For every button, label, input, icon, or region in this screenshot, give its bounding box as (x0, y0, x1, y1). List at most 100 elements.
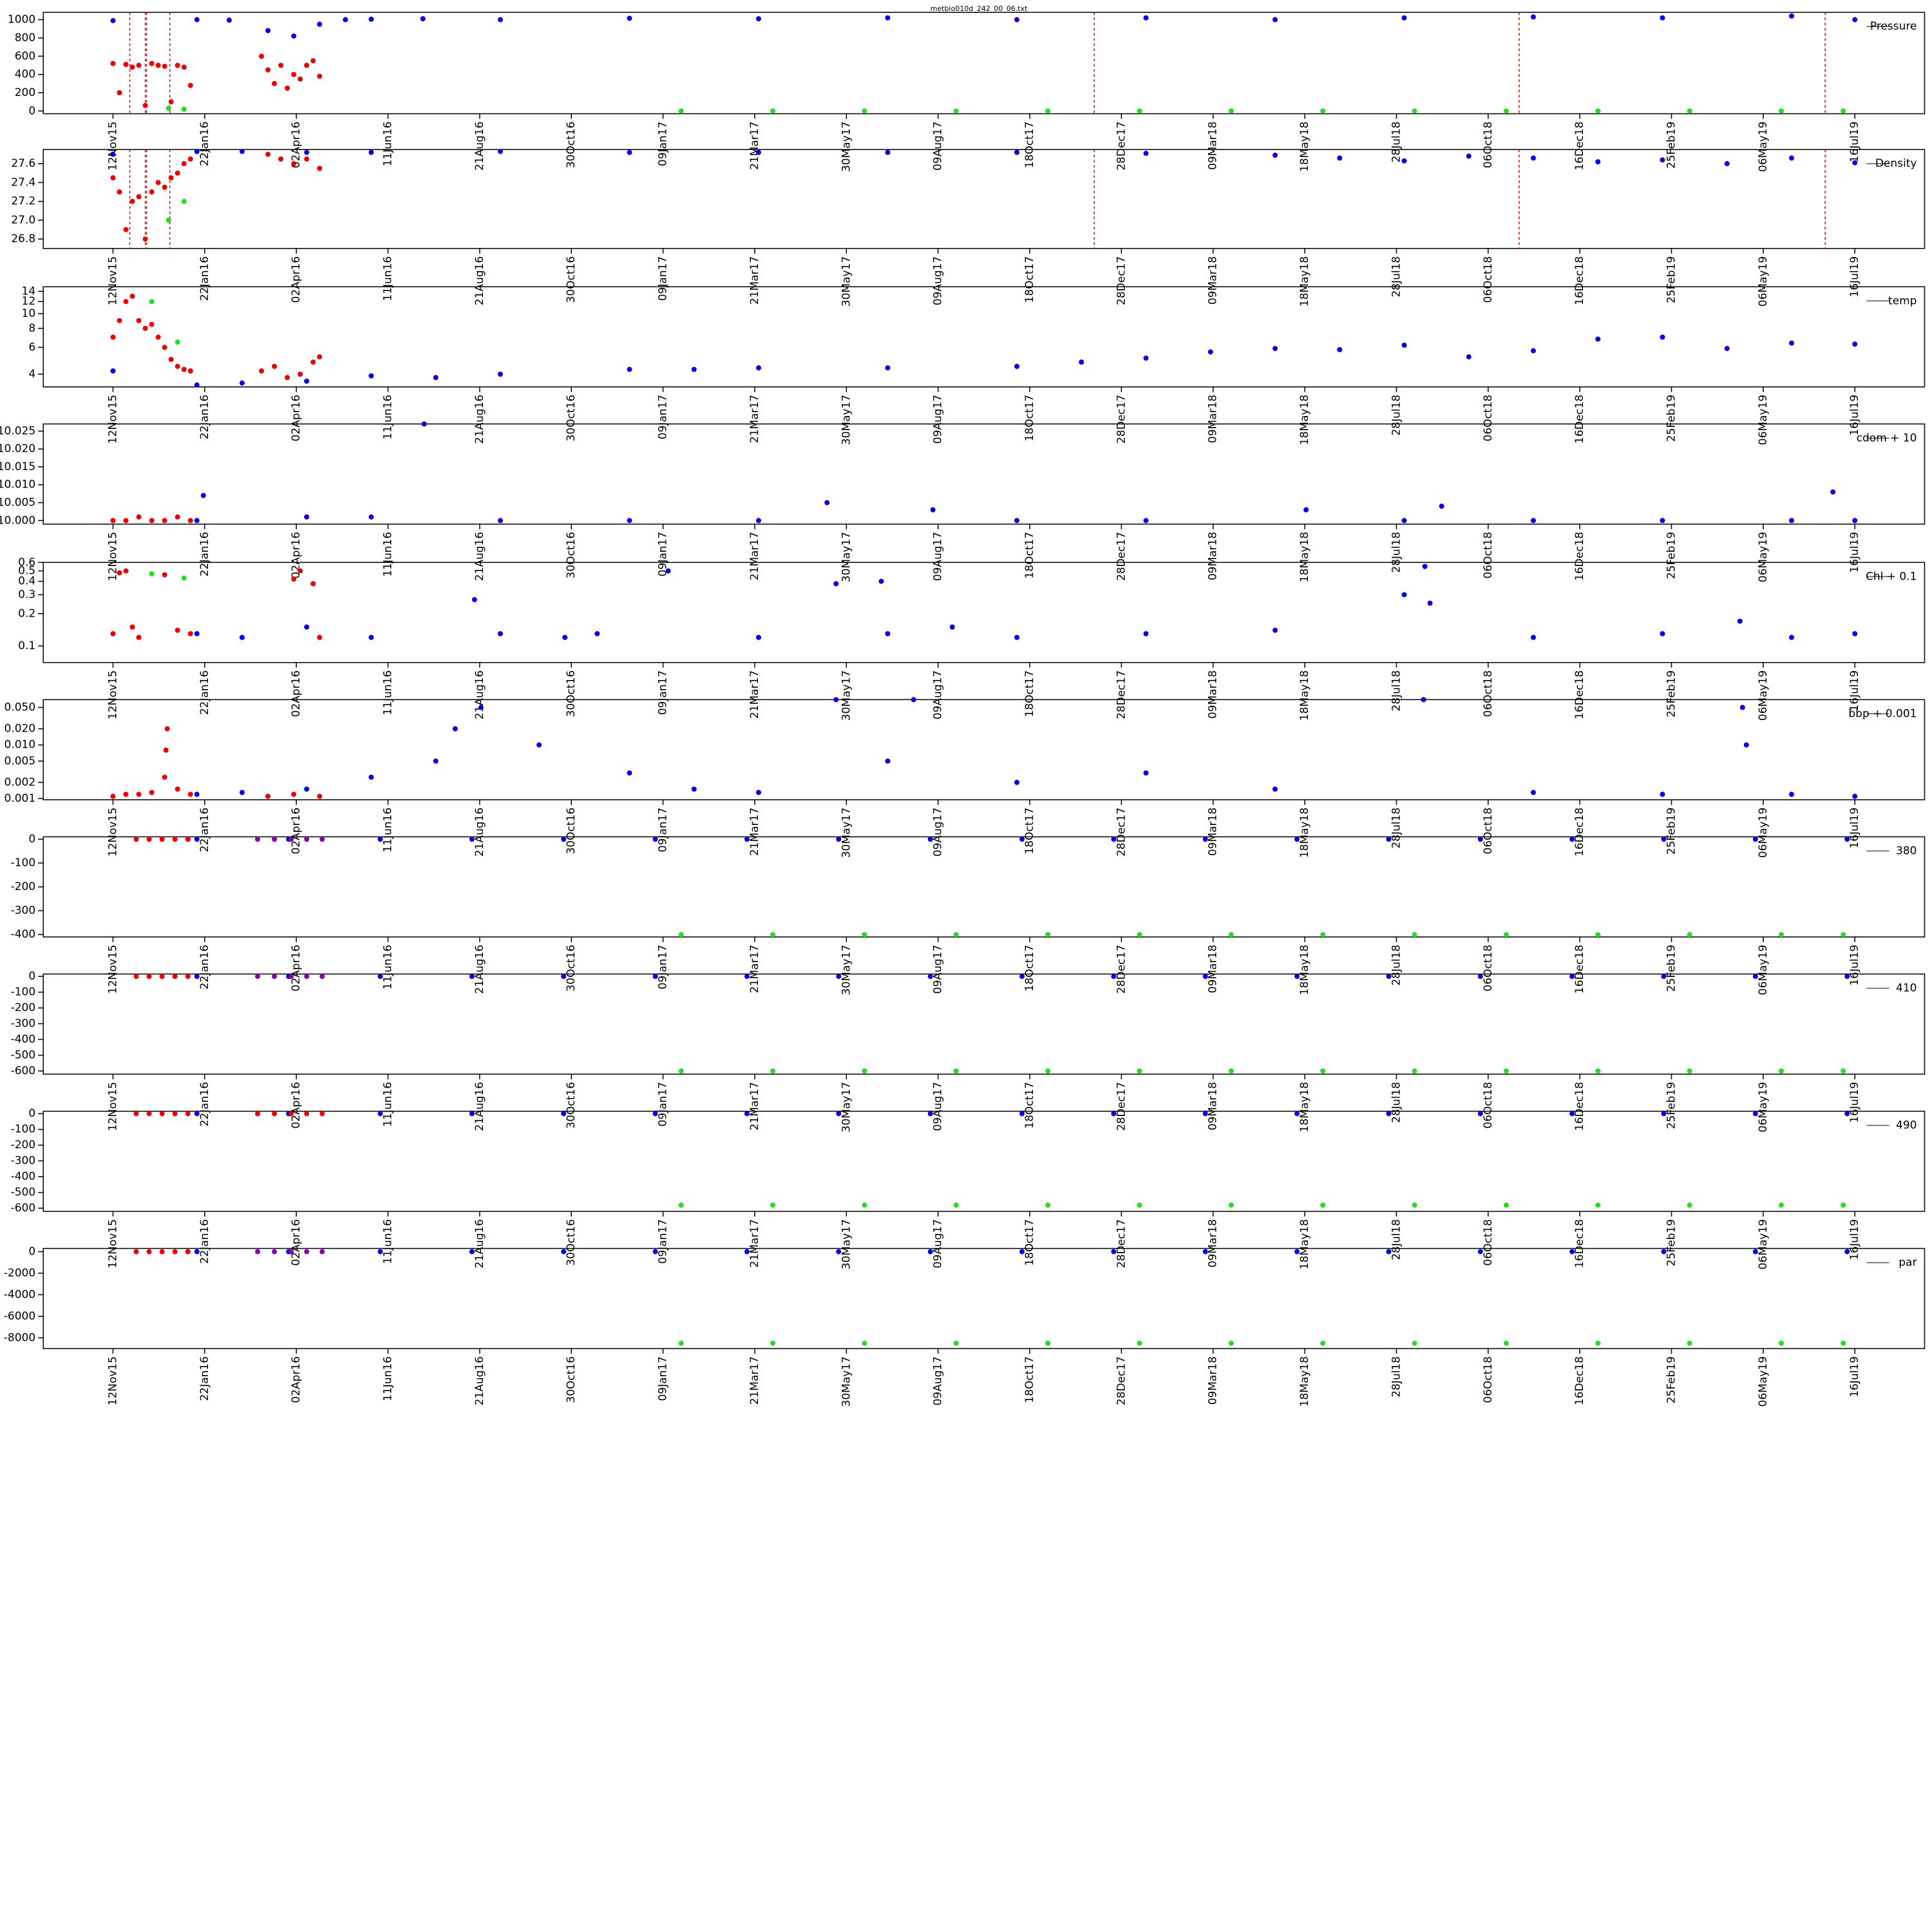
legend-label: 490 (1896, 1119, 1917, 1132)
data-point (1752, 1111, 1758, 1117)
y-tick-label: 0 (28, 970, 35, 983)
x-tick-label: 25Feb19 (1665, 945, 1678, 992)
data-point (1503, 108, 1509, 114)
data-point (146, 1111, 152, 1117)
x-tick-label: 21Mar17 (748, 256, 761, 305)
data-point (291, 33, 297, 39)
data-point (497, 149, 503, 155)
data-point (678, 1202, 684, 1208)
x-tick-label: 30May17 (840, 122, 853, 172)
x-tick-label: 09Aug17 (932, 256, 945, 305)
x-tick-label: 25Feb19 (1665, 532, 1678, 579)
data-point (319, 837, 325, 842)
data-point (1477, 1249, 1483, 1255)
data-point (272, 974, 278, 980)
data-point (1687, 932, 1692, 938)
x-tick-label: 25Feb19 (1665, 1219, 1678, 1266)
y-tick-label: -6000 (4, 1310, 35, 1323)
y-tick-label: 8 (28, 322, 35, 335)
data-point (836, 974, 842, 980)
data-point (272, 80, 278, 86)
x-tick-label: 25Feb19 (1665, 122, 1678, 169)
x-tick-label: 21Mar17 (748, 670, 761, 719)
data-point (377, 974, 383, 980)
x-tick-label: 30Oct16 (565, 1219, 578, 1266)
x-tick-label: 22Jan16 (198, 670, 211, 715)
x-tick-label: 09Mar18 (1207, 122, 1220, 170)
x-tick-label: 18May18 (1298, 1082, 1311, 1132)
data-point (133, 837, 139, 842)
x-tick-label: 16Jul19 (1848, 808, 1861, 849)
data-point (319, 974, 325, 980)
y-tick-label: -300 (11, 1155, 36, 1168)
data-point (1841, 1068, 1846, 1074)
y-tick-label: 0.050 (5, 701, 36, 714)
y-tick-label: 0.6 (18, 556, 35, 569)
y-tick-label: 0.010 (5, 739, 36, 752)
x-tick-label: 06Oct18 (1482, 395, 1495, 442)
y-tick-label: -8000 (4, 1331, 35, 1344)
x-tick-label: 09Mar18 (1207, 945, 1220, 993)
x-tick-label: 18May18 (1298, 395, 1311, 445)
data-point (317, 166, 323, 171)
data-point (1079, 359, 1084, 365)
data-point (1386, 974, 1392, 980)
data-point (1661, 1249, 1667, 1255)
data-point (469, 974, 475, 980)
x-tick-label: 16Dec18 (1573, 1082, 1586, 1131)
x-tick-label: 16Jul19 (1848, 670, 1861, 712)
x-tick-label: 16Jul19 (1848, 1082, 1861, 1123)
data-point (594, 630, 600, 636)
data-point (1045, 108, 1051, 114)
data-point (239, 149, 245, 155)
x-tick-label: 21Mar17 (748, 945, 761, 993)
x-tick-label: 28Dec17 (1115, 122, 1128, 171)
x-tick-label: 06May19 (1757, 1356, 1770, 1406)
data-point (194, 518, 200, 524)
data-point (343, 17, 348, 23)
data-point (291, 576, 297, 582)
data-point (175, 514, 180, 520)
data-point (1477, 1111, 1483, 1117)
data-point (368, 514, 374, 520)
data-point (452, 726, 458, 732)
data-point (1739, 705, 1745, 710)
x-tick-label: 11Jun16 (382, 808, 395, 853)
data-point (133, 1111, 139, 1117)
x-tick-label: 16Dec18 (1573, 808, 1586, 857)
data-point (1294, 837, 1300, 842)
data-point (1595, 1068, 1601, 1074)
data-point (1595, 108, 1601, 114)
data-point (181, 64, 187, 70)
data-point (255, 974, 261, 980)
data-point (168, 175, 174, 181)
data-point (146, 837, 152, 842)
x-tick-label: 30May17 (840, 670, 853, 721)
x-tick-label: 18Oct17 (1023, 532, 1036, 579)
data-point (1477, 837, 1483, 842)
data-point (1778, 932, 1784, 938)
data-point (1014, 779, 1019, 785)
x-tick-label: 28Jul18 (1390, 808, 1403, 849)
data-point (1228, 108, 1234, 114)
data-point (744, 837, 750, 842)
data-point (953, 1202, 959, 1208)
x-tick-label: 09Mar18 (1207, 1082, 1220, 1130)
data-point (885, 365, 891, 371)
data-point (185, 974, 191, 980)
x-tick-label: 02Apr16 (290, 122, 303, 169)
data-point (172, 837, 178, 842)
x-tick-label: 09Aug17 (932, 122, 945, 171)
x-tick-label: 28Dec17 (1115, 670, 1128, 719)
x-tick-label: 28Dec17 (1115, 395, 1128, 444)
data-point (1320, 108, 1326, 114)
data-point (1137, 932, 1142, 938)
x-tick-label: 12Nov15 (106, 1356, 119, 1405)
data-point (123, 227, 129, 232)
data-point (187, 791, 193, 797)
data-point (110, 175, 116, 181)
x-tick-label: 25Feb19 (1665, 670, 1678, 717)
x-tick-label: 09Jan17 (657, 1082, 670, 1126)
data-point (110, 151, 116, 157)
data-point (1401, 592, 1407, 598)
